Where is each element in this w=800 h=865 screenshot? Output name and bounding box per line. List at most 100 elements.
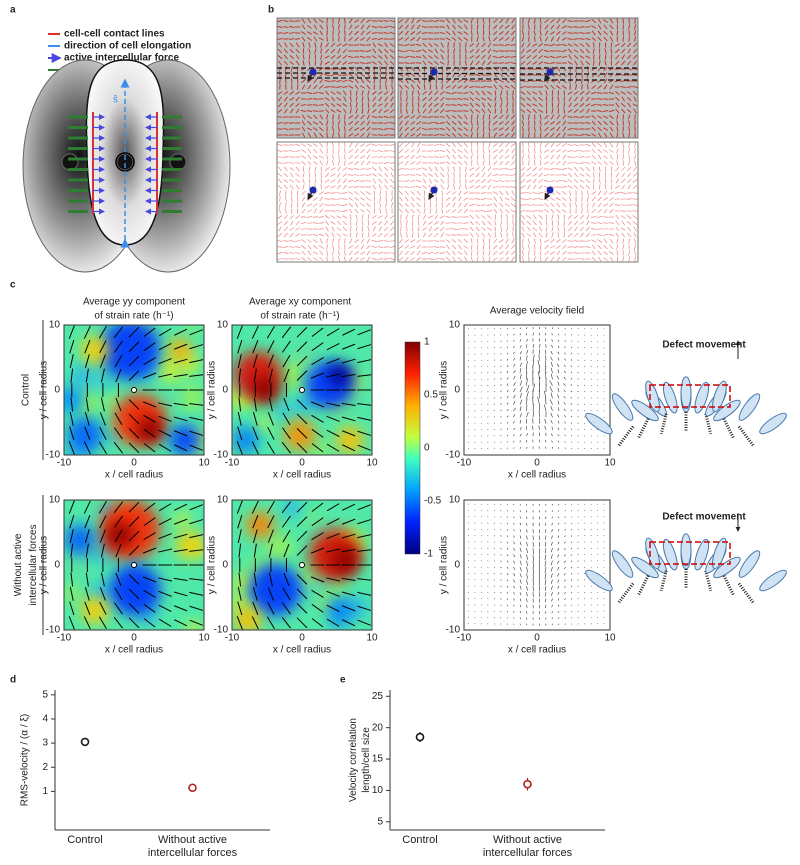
director bbox=[391, 84, 393, 90]
director bbox=[487, 102, 492, 108]
texture bbox=[281, 500, 303, 518]
director bbox=[404, 115, 410, 119]
director bbox=[476, 244, 479, 250]
director bbox=[68, 325, 75, 339]
velocity-arrow bbox=[519, 592, 522, 596]
director bbox=[300, 103, 307, 107]
director bbox=[521, 126, 524, 132]
director bbox=[189, 605, 204, 611]
director bbox=[189, 534, 204, 539]
director bbox=[439, 108, 445, 114]
director bbox=[283, 543, 290, 558]
director bbox=[415, 43, 422, 47]
x-tick-label: 10 bbox=[366, 633, 378, 644]
director bbox=[326, 533, 340, 540]
director bbox=[357, 549, 372, 552]
director bbox=[383, 233, 389, 237]
director bbox=[398, 44, 404, 46]
director bbox=[429, 66, 432, 72]
y-tick-label: 5 bbox=[377, 816, 383, 827]
director bbox=[294, 246, 301, 248]
velocity-arrow bbox=[493, 522, 495, 524]
director bbox=[411, 18, 415, 24]
director bbox=[482, 238, 485, 244]
director bbox=[493, 18, 498, 24]
director bbox=[510, 44, 516, 46]
director bbox=[539, 36, 542, 42]
director bbox=[348, 168, 354, 170]
velocity-arrow bbox=[544, 548, 547, 554]
velocity-arrow bbox=[500, 377, 502, 380]
texture bbox=[187, 325, 201, 332]
director bbox=[336, 85, 342, 89]
director bbox=[506, 214, 508, 220]
director bbox=[385, 84, 388, 90]
director bbox=[313, 245, 318, 249]
velocity-arrow bbox=[584, 566, 586, 568]
director bbox=[416, 257, 421, 261]
director bbox=[325, 172, 330, 178]
director bbox=[427, 156, 434, 158]
director bbox=[591, 196, 596, 202]
director bbox=[379, 66, 382, 72]
director bbox=[488, 256, 491, 262]
director bbox=[520, 185, 526, 189]
x-axis-label: x / cell radius bbox=[273, 470, 331, 481]
director bbox=[556, 238, 561, 244]
velocity-arrow bbox=[584, 378, 586, 380]
director bbox=[189, 519, 204, 525]
director bbox=[470, 120, 473, 126]
director bbox=[445, 239, 451, 243]
velocity-arrow bbox=[571, 510, 573, 512]
director bbox=[622, 244, 625, 250]
director bbox=[615, 166, 620, 172]
director bbox=[282, 602, 291, 615]
director bbox=[433, 221, 439, 225]
blob bbox=[284, 419, 316, 451]
director bbox=[277, 19, 283, 23]
director bbox=[561, 49, 567, 53]
velocity-arrow bbox=[500, 522, 502, 524]
frame bbox=[63, 324, 205, 456]
texture bbox=[70, 362, 97, 389]
velocity-arrow bbox=[519, 413, 522, 418]
director bbox=[487, 108, 492, 114]
velocity-arrow bbox=[551, 426, 553, 430]
director bbox=[416, 155, 422, 159]
director bbox=[384, 214, 388, 220]
director bbox=[294, 251, 301, 255]
velocity-arrow bbox=[519, 604, 522, 608]
director bbox=[452, 48, 456, 54]
director bbox=[603, 142, 608, 148]
director bbox=[481, 220, 486, 226]
velocity-arrow bbox=[500, 516, 502, 518]
director bbox=[476, 36, 479, 42]
texture bbox=[100, 550, 114, 563]
director bbox=[434, 166, 438, 172]
director bbox=[510, 30, 516, 36]
director bbox=[410, 121, 416, 125]
velocity-arrow bbox=[500, 334, 502, 336]
director bbox=[405, 102, 408, 108]
director bbox=[610, 54, 613, 60]
director bbox=[434, 214, 438, 220]
director bbox=[353, 174, 360, 176]
director bbox=[597, 115, 603, 119]
director bbox=[332, 142, 334, 148]
director bbox=[527, 132, 530, 138]
director bbox=[488, 120, 491, 126]
director bbox=[377, 156, 383, 158]
velocity-arrow bbox=[506, 610, 508, 613]
director bbox=[360, 78, 365, 84]
director bbox=[337, 24, 341, 30]
director bbox=[128, 341, 140, 352]
director bbox=[608, 109, 615, 113]
director bbox=[574, 220, 578, 226]
director bbox=[336, 198, 342, 200]
director bbox=[475, 214, 480, 220]
director bbox=[377, 144, 383, 146]
director bbox=[416, 197, 422, 201]
velocity-arrow bbox=[506, 352, 509, 355]
director bbox=[591, 142, 596, 148]
director bbox=[626, 179, 632, 183]
